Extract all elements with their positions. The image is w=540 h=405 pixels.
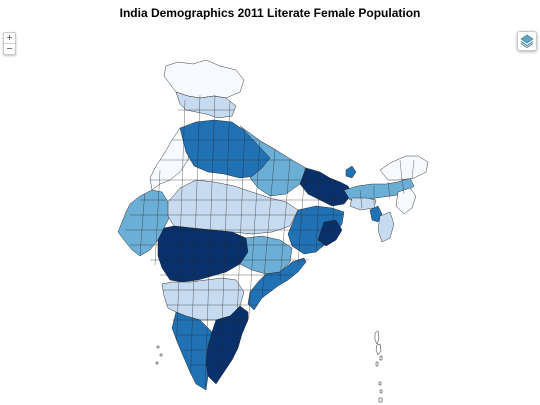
region-nagaland-manipur[interactable] <box>395 187 417 215</box>
region-meghalaya[interactable] <box>349 197 377 211</box>
map-title: India Demographics 2011 Literate Female … <box>119 6 421 20</box>
district-boundaries <box>125 94 350 390</box>
region-mizoram[interactable] <box>377 211 395 243</box>
region-bihar-bengal[interactable] <box>299 167 353 207</box>
region-uttar-pradesh[interactable] <box>239 125 307 197</box>
zoom-out-button[interactable]: − <box>4 43 15 54</box>
layers-button[interactable] <box>517 31 537 51</box>
layers-icon <box>520 34 534 48</box>
region-maharashtra[interactable] <box>157 225 249 283</box>
zoom-in-button[interactable]: + <box>6 33 13 42</box>
region-sikkim[interactable] <box>345 165 357 179</box>
region-kerala[interactable] <box>171 311 213 391</box>
region-karnataka[interactable] <box>161 277 245 321</box>
northeast-district-lines <box>359 159 415 209</box>
region-arunachal[interactable] <box>379 155 429 181</box>
zoom-control: + − <box>3 32 16 55</box>
region-andhra[interactable] <box>247 257 307 311</box>
region-bengal-coast[interactable] <box>317 219 343 247</box>
region-north-kashmir[interactable] <box>163 59 245 99</box>
andaman-nicobar-islands <box>374 330 383 403</box>
lakshadweep-islands <box>155 345 163 365</box>
